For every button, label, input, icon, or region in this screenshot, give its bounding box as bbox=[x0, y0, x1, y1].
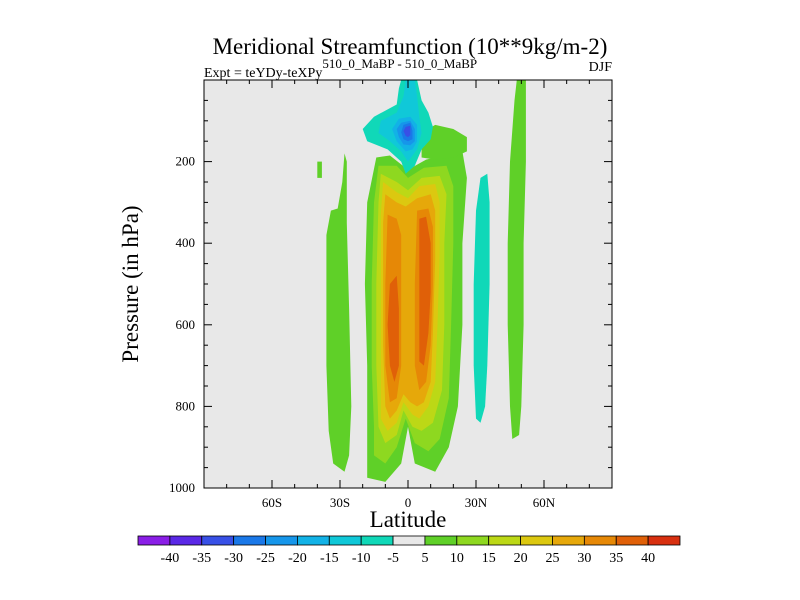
colorbar-label-8: 5 bbox=[421, 551, 428, 566]
colorbar-swatch-10 bbox=[456, 535, 490, 546]
contour-region-1 bbox=[317, 161, 322, 178]
colorbar-swatch-2 bbox=[201, 535, 235, 546]
contour-region-17 bbox=[403, 125, 411, 138]
colorbar-label-0: -40 bbox=[161, 551, 180, 566]
experiment-label: Expt = teYDy-teXPy510_0_MaBP - 510_0_MaB… bbox=[204, 56, 477, 81]
colorbar-label-10: 15 bbox=[482, 551, 496, 566]
season-label: DJF bbox=[589, 60, 613, 75]
colorbar-label-2: -30 bbox=[224, 551, 243, 566]
y-tick-label-1: 400 bbox=[176, 235, 196, 250]
contour-region-10 bbox=[419, 216, 431, 366]
contour-region-0 bbox=[326, 153, 352, 472]
colorbar-label-15: 40 bbox=[641, 551, 655, 566]
colorbar-swatch-11 bbox=[488, 535, 521, 546]
plot-area: 60S 30S 0 30N 60N 200 400 600 800 1000 bbox=[169, 79, 613, 510]
x-tick-label-3: 30N bbox=[465, 495, 488, 510]
contour-region-11 bbox=[421, 124, 467, 160]
x-tick-label-2: 0 bbox=[405, 495, 412, 510]
colorbar-swatch-15 bbox=[615, 535, 649, 546]
colorbar-label-13: 30 bbox=[577, 551, 591, 566]
colorbar-swatch-1 bbox=[169, 535, 203, 546]
colorbar-swatch-9 bbox=[424, 535, 458, 546]
colorbar-label-12: 25 bbox=[545, 551, 559, 566]
colorbar-label-3: -25 bbox=[256, 551, 275, 566]
contour-layer bbox=[317, 80, 526, 482]
y-tick-label-4: 1000 bbox=[169, 480, 195, 495]
colorbar-label-7: -5 bbox=[387, 551, 399, 566]
colorbar-swatch-5 bbox=[297, 535, 330, 546]
y-tick-label-3: 800 bbox=[176, 398, 196, 413]
y-tick-label-0: 200 bbox=[176, 154, 196, 169]
colorbar-swatch-6 bbox=[328, 535, 362, 546]
colorbar-swatch-12 bbox=[520, 535, 553, 546]
colorbar-swatch-4 bbox=[265, 535, 298, 546]
colorbar-swatch-3 bbox=[233, 535, 266, 546]
colorbar-label-11: 20 bbox=[514, 551, 528, 566]
x-tick-label-1: 30S bbox=[330, 495, 350, 510]
colorbar-swatch-13 bbox=[552, 535, 585, 546]
tick-layer: 60S 30S 0 30N 60N 200 400 600 800 1000 bbox=[169, 80, 612, 510]
colorbar: -40 -35 -30 -25 -20 -15 -10 -5 5 10 15 20 25 30 35 40 bbox=[137, 535, 681, 566]
y-axis-label: Pressure (in hPa) bbox=[118, 205, 143, 362]
colorbar-swatch-8 bbox=[392, 535, 426, 546]
colorbar-swatch-7 bbox=[360, 535, 394, 546]
colorbar-label-6: -10 bbox=[352, 551, 371, 566]
x-tick-label-0: 60S bbox=[262, 495, 282, 510]
y-tick-label-2: 600 bbox=[176, 317, 196, 332]
colorbar-label-4: -20 bbox=[288, 551, 307, 566]
colorbar-swatch-14 bbox=[583, 535, 617, 546]
x-axis-label: Latitude bbox=[370, 507, 447, 532]
colorbar-label-14: 35 bbox=[609, 551, 623, 566]
contour-region-9 bbox=[387, 275, 399, 382]
experiment-name: Expt = teYDy-teXPy bbox=[204, 66, 322, 81]
x-tick-label-4: 60N bbox=[533, 495, 556, 510]
experiment-sup: 510_0_MaBP - 510_0_MaBP bbox=[322, 56, 477, 71]
colorbar-label-5: -15 bbox=[320, 551, 339, 566]
chart-title: Meridional Streamfunction (10**9kg/m-2) bbox=[213, 34, 608, 59]
colorbar-label-1: -35 bbox=[192, 551, 211, 566]
colorbar-swatch-16 bbox=[647, 535, 681, 546]
colorbar-swatch-0 bbox=[137, 535, 171, 546]
colorbar-label-9: 10 bbox=[450, 551, 464, 566]
contour-region-19 bbox=[507, 80, 526, 439]
contour-region-18 bbox=[473, 173, 490, 423]
